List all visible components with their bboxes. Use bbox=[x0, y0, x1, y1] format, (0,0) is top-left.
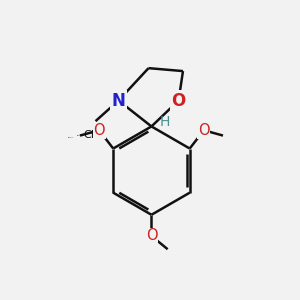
Text: O: O bbox=[93, 123, 105, 138]
Text: O: O bbox=[146, 229, 157, 244]
Text: O: O bbox=[198, 123, 210, 138]
Text: H: H bbox=[160, 115, 170, 129]
Text: CH₃: CH₃ bbox=[84, 130, 104, 140]
Text: methoxy: methoxy bbox=[77, 134, 83, 136]
Text: N: N bbox=[112, 92, 125, 110]
Text: methoxy: methoxy bbox=[68, 136, 74, 138]
Text: O: O bbox=[171, 92, 186, 110]
